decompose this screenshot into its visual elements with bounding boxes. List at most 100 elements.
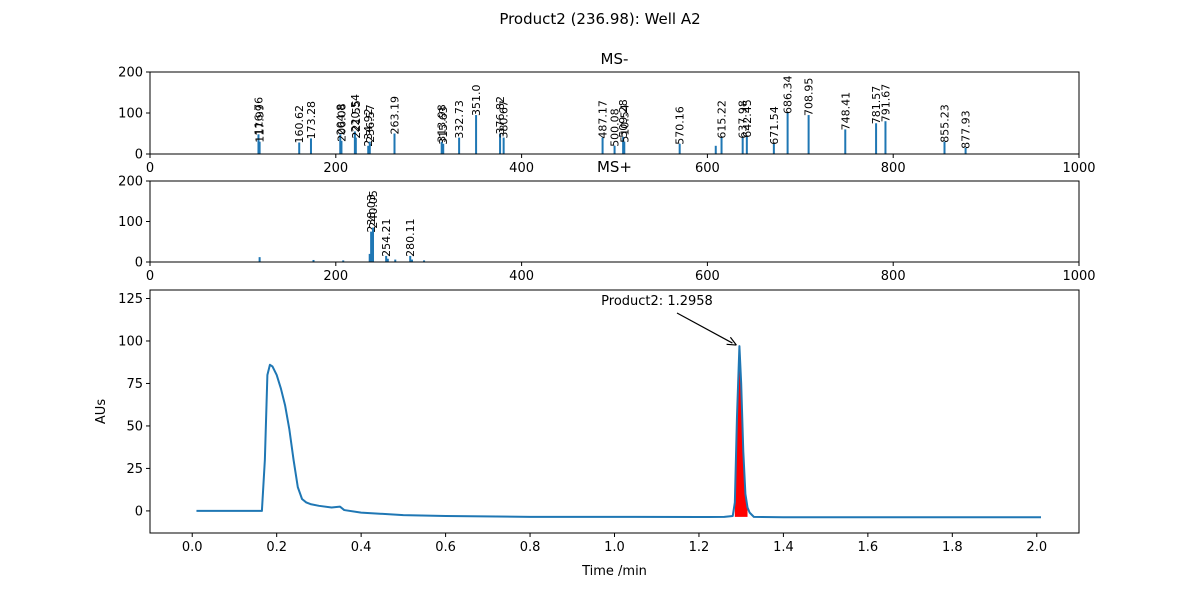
ms-positive-peak-bar bbox=[385, 255, 388, 262]
ms-positive-peak-label: 280.11 bbox=[404, 218, 417, 256]
uv-x-tick-label: 1.0 bbox=[604, 540, 625, 555]
ms-negative-peak-bar bbox=[354, 137, 357, 154]
ms-negative-peak-label: 315.63 bbox=[437, 106, 450, 145]
ms-positive-y-tick-label: 0 bbox=[135, 256, 143, 271]
ms-negative-peak-label: 877.93 bbox=[960, 110, 973, 149]
uv-trace-axes: 0.0 0.2 0.4 0.6 0.8 1.0 1.2 1.4 1.6 1.8 2.0 0 25 50 75… bbox=[118, 292, 1047, 555]
ms-negative-peak-bar bbox=[622, 136, 625, 154]
ms-negative-peak-bar bbox=[623, 141, 626, 154]
ms-negative-peak-bar bbox=[786, 113, 789, 154]
ms-positive-peak-bar bbox=[372, 227, 375, 262]
ms-positive-title: MS+ bbox=[597, 158, 632, 176]
ms-negative-peak-label: 791.67 bbox=[879, 84, 892, 123]
ms-negative-peak-bar bbox=[720, 137, 723, 154]
ms-negative-y-tick-label: 0 bbox=[135, 148, 143, 163]
ms-negative-peak-bar bbox=[340, 140, 343, 154]
uv-x-tick-label: 1.8 bbox=[942, 540, 963, 555]
peak-annotation: Product2: 1.2958 bbox=[601, 294, 737, 346]
ms-negative-peak-bar bbox=[964, 147, 967, 154]
ms-negative-peak-label: 637.98 bbox=[737, 100, 750, 139]
ms-negative-peak-bar bbox=[943, 141, 946, 154]
ms-negative-peak-bar bbox=[458, 137, 461, 154]
ms-negative-x-tick-label: 800 bbox=[881, 161, 906, 176]
ms-positive-x-tick-label: 600 bbox=[695, 269, 720, 284]
ms-negative-peak-bar bbox=[844, 129, 847, 154]
ms-negative-peak-label: 855.23 bbox=[939, 104, 952, 143]
uv-y-tick-label: 25 bbox=[126, 462, 143, 477]
uv-y-tick-label: 100 bbox=[118, 334, 143, 349]
ms-negative-peak-label: 117.99 bbox=[254, 104, 267, 143]
ms-negative-x-tick-label: 0 bbox=[146, 161, 154, 176]
uv-x-tick-label: 0.4 bbox=[351, 540, 372, 555]
ms-negative-x-tick-label: 200 bbox=[323, 161, 348, 176]
ms-negative-peak-label: 487.17 bbox=[597, 100, 610, 139]
ms-positive-peak-bar bbox=[368, 253, 371, 262]
ms-negative-peak-label: 642.45 bbox=[741, 99, 754, 138]
uv-x-tick-label: 1.4 bbox=[773, 540, 794, 555]
ms-negative-peak-bar bbox=[499, 133, 502, 154]
ms-positive-peak-bar bbox=[394, 259, 397, 262]
ms-negative-peak-label: 173.28 bbox=[305, 101, 318, 140]
ms-positive-peak-bar bbox=[386, 258, 389, 262]
ms-negative-peak-label: 234.92 bbox=[362, 108, 375, 147]
ms-positive-x-tick-label: 800 bbox=[881, 269, 906, 284]
ms-negative-peak-bar bbox=[440, 141, 443, 154]
uv-trace-panel: 0.0 0.2 0.4 0.6 0.8 1.0 1.2 1.4 1.6 1.8 2.0 0 25 50 75… bbox=[94, 289, 1080, 579]
ms-negative-peak-label: 748.41 bbox=[839, 92, 852, 130]
ms-negative-peak-bar bbox=[875, 123, 878, 154]
uv-y-tick-label: 0 bbox=[135, 504, 143, 519]
ms-positive-y-tick-label: 100 bbox=[118, 215, 143, 230]
uv-x-tick-label: 2.0 bbox=[1026, 540, 1047, 555]
uv-trace-line-group bbox=[196, 345, 1041, 519]
uv-x-tick-label: 1.2 bbox=[689, 540, 710, 555]
ms-positive-peak-bar bbox=[342, 260, 345, 262]
ms-negative-peak-label: 332.73 bbox=[453, 100, 466, 139]
uv-x-tick-label: 0.2 bbox=[266, 540, 287, 555]
ms-negative-peak-label: 351.0 bbox=[470, 85, 483, 117]
ms-positive-peak-bar bbox=[312, 259, 315, 262]
ms-negative-peak-bar bbox=[339, 134, 342, 154]
ms-positive-x-tick-label: 1000 bbox=[1062, 269, 1095, 284]
ms-positive-peak-label: 254.21 bbox=[380, 218, 393, 256]
uv-x-tick-label: 1.6 bbox=[858, 540, 879, 555]
ms-negative-peak-label: 380.67 bbox=[498, 100, 511, 139]
ms-negative-peak-label: 236.57 bbox=[364, 104, 377, 143]
ms-negative-peak-label: 263.19 bbox=[389, 96, 402, 135]
uv-x-tick-label: 0.8 bbox=[520, 540, 541, 555]
ms-negative-y-tick-label: 100 bbox=[118, 107, 143, 122]
ms-positive-x-tick-label: 0 bbox=[146, 269, 154, 284]
uv-x-tick-label: 0.0 bbox=[182, 540, 203, 555]
peak-annotation-arrow-line bbox=[676, 312, 733, 344]
uv-x-axis-label: Time /min bbox=[581, 564, 647, 579]
ms-negative-peak-bar bbox=[258, 141, 261, 154]
ms-negative-peak-label: 781.57 bbox=[870, 86, 883, 125]
ms-negative-peak-label: 313.98 bbox=[436, 104, 449, 143]
ms-negative-x-tick-label: 1000 bbox=[1062, 161, 1095, 176]
ms-negative-peak-bar bbox=[745, 136, 748, 154]
ms-negative-frame bbox=[149, 71, 1080, 155]
ms-positive-x-tick-label: 200 bbox=[323, 269, 348, 284]
ms-negative-peak-bar bbox=[368, 141, 371, 154]
ms-negative-y-tick-label: 200 bbox=[118, 66, 143, 81]
ms-negative-peak-label: 570.16 bbox=[674, 106, 687, 145]
uv-trace-line bbox=[196, 345, 1041, 519]
ms-negative-peak-bar bbox=[475, 115, 478, 154]
uv-y-tick-label: 50 bbox=[126, 419, 143, 434]
ms-negative-peak-label: 206.08 bbox=[335, 103, 348, 142]
ms-negative-peak-label: 160.62 bbox=[293, 105, 306, 144]
ms-negative-peak-bar bbox=[772, 143, 775, 154]
ms-negative-peak-bar bbox=[741, 137, 744, 154]
ms-negative-peak-bar bbox=[257, 134, 260, 154]
ms-negative-peak-bar bbox=[309, 138, 312, 154]
ms-negative-peak-label: 221.55 bbox=[350, 100, 363, 139]
ms-positive-peak-bar bbox=[409, 255, 412, 262]
ms-negative-peak-label: 204.8 bbox=[334, 104, 347, 136]
ms-positive-peak-label: 240.05 bbox=[367, 190, 380, 229]
ms-negative-peak-bar bbox=[678, 143, 681, 154]
ms-positive-y-tick-label: 200 bbox=[118, 175, 143, 190]
figure-title: Product2 (236.98): Well A2 bbox=[499, 10, 700, 28]
ms-negative-peak-bar bbox=[393, 133, 396, 154]
